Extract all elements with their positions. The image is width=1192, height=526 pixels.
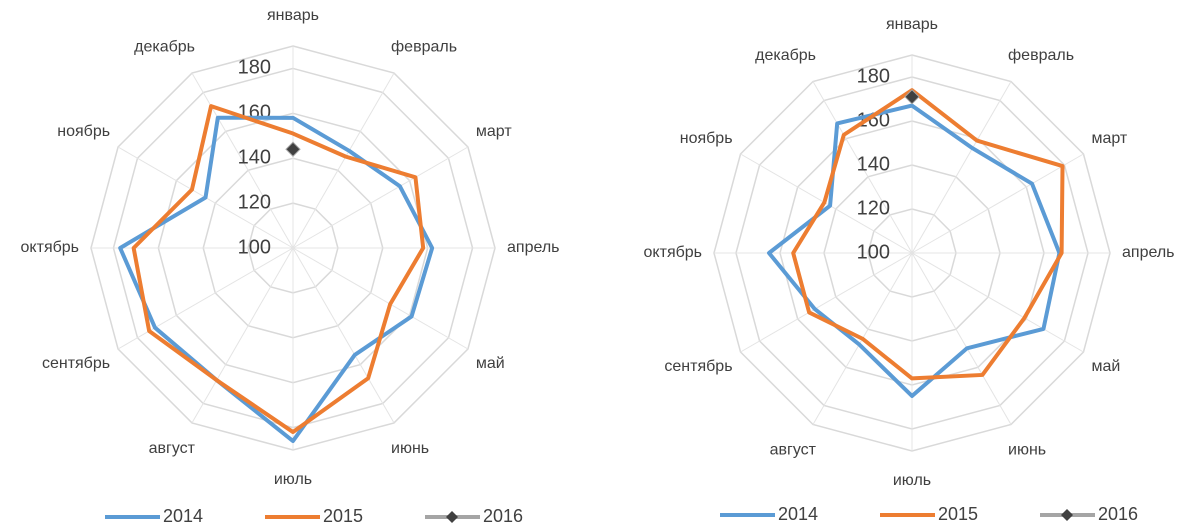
legend-marker xyxy=(1061,509,1073,521)
category-label: декабрь xyxy=(755,47,816,64)
category-label: январь xyxy=(886,16,938,33)
legend-marker xyxy=(446,511,458,523)
category-label: август xyxy=(149,440,196,457)
category-label: февраль xyxy=(1008,47,1074,64)
category-label: январь xyxy=(267,7,319,24)
y-tick-label: 120 xyxy=(238,191,271,213)
y-tick-label: 100 xyxy=(857,241,890,263)
category-label: ноябрь xyxy=(57,123,110,140)
spoke xyxy=(292,247,395,424)
y-tick-label: 180 xyxy=(857,65,890,87)
y-tick-label: 140 xyxy=(857,153,890,175)
legend-label: 2015 xyxy=(938,504,978,524)
spoke xyxy=(812,81,913,254)
category-label: март xyxy=(1091,130,1127,147)
legend-label: 2014 xyxy=(163,506,203,526)
spoke xyxy=(292,247,469,350)
category-label: май xyxy=(1091,358,1120,375)
category-label: февраль xyxy=(391,38,457,55)
marker xyxy=(285,141,301,157)
spoke xyxy=(740,153,913,254)
y-tick-label: 140 xyxy=(238,147,271,169)
spoke xyxy=(911,252,1084,353)
series-line xyxy=(767,103,1062,398)
spoke xyxy=(117,247,294,350)
category-label: декабрь xyxy=(134,38,195,55)
category-label: август xyxy=(770,442,817,459)
category-label: октябрь xyxy=(644,244,702,261)
category-label: октябрь xyxy=(21,239,79,256)
category-label: июль xyxy=(274,471,312,488)
category-label: май xyxy=(476,355,505,372)
category-label: ноябрь xyxy=(680,130,733,147)
spoke xyxy=(191,72,294,249)
category-label: апрель xyxy=(507,239,560,256)
radar-chart: январь февраль март апрель май июнь июль август… xyxy=(644,16,1175,524)
spoke xyxy=(191,247,294,424)
legend-label: 2016 xyxy=(483,506,523,526)
spoke xyxy=(740,252,913,353)
legend-label: 2016 xyxy=(1098,504,1138,524)
category-label: сентябрь xyxy=(42,355,110,372)
category-label: июль xyxy=(893,472,931,489)
series-line xyxy=(791,88,1065,381)
category-label: сентябрь xyxy=(664,358,732,375)
series-line xyxy=(118,115,435,444)
spoke xyxy=(292,146,469,249)
series-line xyxy=(131,104,426,435)
category-label: март xyxy=(476,123,512,140)
spoke xyxy=(292,72,395,249)
legend-label: 2015 xyxy=(323,506,363,526)
spoke xyxy=(911,252,1012,425)
legend-label: 2014 xyxy=(778,504,818,524)
y-tick-label: 100 xyxy=(238,236,271,258)
marker xyxy=(904,89,920,105)
spoke xyxy=(911,153,1084,254)
category-label: июнь xyxy=(391,440,429,457)
category-label: апрель xyxy=(1122,244,1175,261)
category-label: июнь xyxy=(1008,442,1046,459)
radar-chart: январь февраль март апрель май июнь июль август… xyxy=(21,7,560,526)
y-tick-label: 180 xyxy=(238,57,271,79)
spoke xyxy=(911,81,1012,254)
y-tick-label: 120 xyxy=(857,197,890,219)
